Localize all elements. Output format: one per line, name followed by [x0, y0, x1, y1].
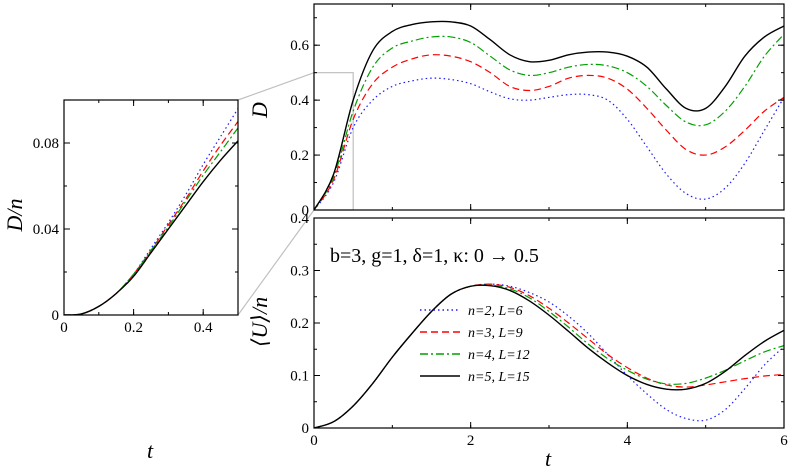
- parameter-annotation: b=3, g=1, δ=1, κ: 0 → 0.5: [330, 245, 539, 267]
- bottom-ytick-label: 0.1: [290, 369, 309, 385]
- top-series-line-3: [314, 33, 784, 210]
- inset-series-group: [64, 108, 238, 315]
- inset-xlabel: t: [147, 438, 154, 463]
- bottom-xtick-label: 2: [467, 433, 475, 449]
- bottom-xlabel: t: [545, 446, 552, 470]
- top-ytick-label: 0.6: [290, 38, 309, 54]
- bottom-xtick-label: 6: [780, 433, 788, 449]
- top-ticks: 0 0.2 0.4 0.6: [290, 4, 785, 219]
- bottom-ytick-label: 0.3: [290, 264, 309, 280]
- legend-label-3: n=4, L=12: [468, 348, 530, 363]
- bottom-ytick-label: 0.4: [290, 211, 309, 227]
- top-ytick-label: 0: [302, 203, 310, 219]
- bottom-ticks: 0 2 4 6 0 0.1 0.2 0.3 0.4: [290, 211, 788, 449]
- top-series-group: [314, 20, 784, 210]
- inset-ytick-label: 0.08: [33, 136, 59, 152]
- inset-series-line-3: [64, 127, 238, 315]
- bottom-ylabel: ⟨U⟩/n: [247, 297, 272, 347]
- top-panel: 0 0.2 0.4 0.6 D: [247, 3, 785, 219]
- top-series-line-1: [314, 77, 784, 210]
- inset-ylabel: D/n: [2, 199, 27, 233]
- legend-label-2: n=3, L=9: [468, 326, 523, 341]
- zoom-line-bottom: [237, 209, 315, 316]
- bottom-series-line-1: [314, 283, 784, 428]
- inset-panel: 0 0.2 0.4 0 0.04 0.08 t D/n: [2, 99, 239, 463]
- top-series-line-2: [314, 54, 784, 210]
- inset-series-line-4: [64, 140, 238, 315]
- bottom-series-line-2: [314, 283, 784, 428]
- bottom-ytick-label: 0: [302, 421, 310, 437]
- inset-ticks: 0 0.2 0.4 0 0.04 0.08: [33, 99, 239, 336]
- top-series-line-4: [314, 20, 784, 210]
- top-frame: [313, 3, 785, 211]
- legend-label-1: n=2, L=6: [468, 304, 523, 319]
- inset-ytick-label: 0.04: [33, 222, 60, 238]
- top-ylabel: D: [247, 102, 272, 119]
- legend: n=2, L=6 n=3, L=9 n=4, L=12 n=5, L=15: [420, 304, 530, 385]
- inset-xtick-label: 0: [60, 320, 68, 336]
- bottom-series-line-3: [314, 284, 784, 428]
- bottom-ytick-label: 0.2: [290, 316, 309, 332]
- bottom-series-line-4: [314, 284, 784, 428]
- inset-ytick-label: 0: [52, 308, 60, 324]
- legend-label-4: n=5, L=15: [468, 370, 530, 385]
- bottom-panel: 0 2 4 6 0 0.1 0.2 0.3 0.4 t ⟨U⟩/n b=3, g=1, δ=1,…: [247, 211, 788, 470]
- top-ytick-label: 0.4: [290, 93, 309, 109]
- inset-xtick-label: 0.2: [124, 320, 143, 336]
- bottom-xtick-label: 4: [624, 433, 632, 449]
- bottom-series-group: [314, 283, 784, 428]
- zoom-line-top: [237, 72, 315, 101]
- top-ytick-label: 0.2: [290, 148, 309, 164]
- inset-series-line-1: [64, 108, 238, 315]
- bottom-xtick-label: 0: [310, 433, 318, 449]
- inset-xtick-label: 0.4: [194, 320, 213, 336]
- inset-frame: [63, 99, 239, 316]
